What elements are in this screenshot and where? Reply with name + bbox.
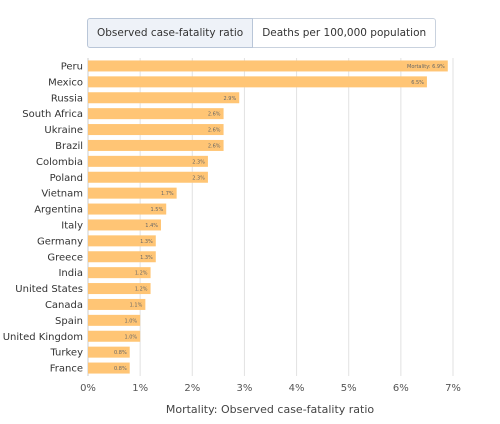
category-label: Turkey — [49, 348, 83, 359]
bar-canada — [88, 298, 146, 310]
bar-brazil — [88, 139, 224, 151]
bar-argentina — [88, 203, 167, 215]
data-label: 1.4% — [145, 223, 158, 229]
data-label: 1.2% — [135, 287, 148, 293]
x-tick-label: 2% — [184, 383, 200, 394]
data-label: 1.2% — [135, 271, 148, 277]
x-axis-title: Mortality: Observed case-fatality ratio — [166, 403, 375, 416]
category-label: India — [58, 268, 83, 279]
bar-colombia — [88, 155, 208, 167]
data-label: 2.3% — [192, 159, 205, 165]
x-tick-label: 4% — [289, 383, 305, 394]
bar-india — [88, 267, 151, 279]
category-label: Russia — [51, 93, 83, 104]
category-label: France — [50, 364, 83, 375]
bar-united-kingdom — [88, 330, 141, 342]
bar-turkey — [88, 346, 130, 358]
x-tick-label: 0% — [80, 383, 96, 394]
bar-mexico — [88, 76, 427, 88]
x-tick-label: 5% — [341, 383, 357, 394]
bar-russia — [88, 92, 240, 104]
bar-spain — [88, 314, 141, 326]
category-label: Germany — [37, 236, 83, 247]
x-tick-label: 1% — [132, 383, 148, 394]
bars: Mortality: 6.9% 6.5% 2.9% 2.6% 2.6% 2.6% 2.3% 2… — [88, 60, 448, 374]
tab-deaths-per-100000[interactable]: Deaths per 100,000 population — [253, 18, 437, 48]
bar-peru — [88, 60, 448, 72]
data-label: 0.8% — [114, 366, 127, 372]
category-label: Vietnam — [41, 189, 83, 200]
bar-france — [88, 362, 130, 374]
category-label: Canada — [45, 300, 83, 311]
x-tick-label: 6% — [393, 383, 409, 394]
category-label: Brazil — [55, 141, 83, 152]
category-label: Peru — [61, 61, 83, 72]
data-label: 0.8% — [114, 350, 127, 356]
data-label: 1.0% — [124, 334, 137, 340]
data-label: 2.3% — [192, 175, 205, 181]
tab-observed-case-fatality-ratio[interactable]: Observed case-fatality ratio — [87, 18, 254, 48]
bar-ukraine — [88, 124, 224, 136]
data-label: 1.5% — [151, 207, 164, 213]
data-label: Mortality: 6.9% — [407, 64, 445, 70]
data-label: 6.5% — [411, 80, 424, 86]
x-tick-label: 3% — [236, 383, 252, 394]
data-label: 2.9% — [224, 96, 237, 102]
data-label: 2.6% — [208, 128, 221, 134]
category-label: Colombia — [36, 157, 83, 168]
bar-united-states — [88, 283, 151, 295]
category-labels: Peru Mexico Russia South Africa Ukraine Brazi… — [3, 61, 83, 374]
bar-greece — [88, 251, 156, 263]
category-label: United Kingdom — [3, 332, 83, 343]
data-label: 1.0% — [124, 318, 137, 324]
category-label: United States — [15, 284, 83, 295]
data-label: 1.3% — [140, 255, 153, 261]
data-label: 1.1% — [130, 302, 143, 308]
bar-vietnam — [88, 187, 177, 199]
bar-germany — [88, 235, 156, 247]
category-label: Mexico — [48, 77, 83, 88]
category-label: Spain — [55, 316, 83, 327]
data-label: 2.6% — [208, 112, 221, 118]
data-label: 1.3% — [140, 239, 153, 245]
bar-poland — [88, 171, 208, 183]
category-label: Greece — [47, 252, 83, 263]
category-label: Argentina — [34, 205, 83, 216]
metric-tabs: Observed case-fatality ratio Deaths per … — [87, 18, 437, 48]
category-label: Poland — [50, 173, 83, 184]
bar-south-africa — [88, 108, 224, 120]
data-label: 1.7% — [161, 191, 174, 197]
data-label: 2.6% — [208, 143, 221, 149]
gridlines — [87, 58, 454, 376]
category-label: Ukraine — [44, 125, 83, 136]
bar-italy — [88, 219, 161, 231]
category-label: South Africa — [22, 109, 83, 120]
category-label: Italy — [61, 220, 83, 231]
x-tick-label: 7% — [445, 383, 461, 394]
x-axis-ticks: 0% 1% 2% 3% 4% 5% 6% 7% — [80, 383, 461, 394]
